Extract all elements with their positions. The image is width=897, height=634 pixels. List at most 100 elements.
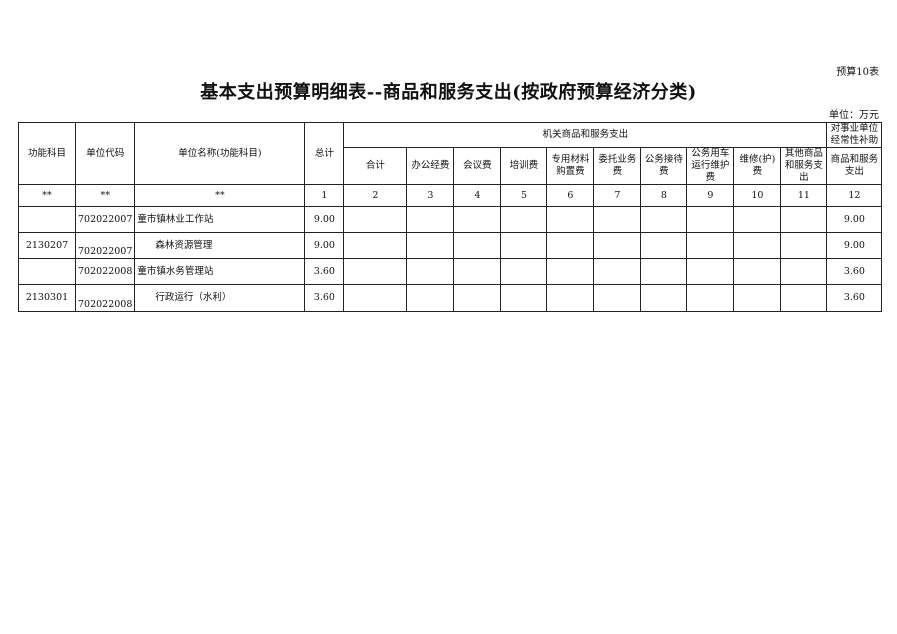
header-group-office: 机关商品和服务支出 [343,122,828,148]
unit-label: 单位：万元 [829,110,879,121]
header-func: 功能科目 [18,122,76,185]
empty-cell [733,206,782,233]
header-sub: 商品和服务支出 [826,147,883,185]
header-sub: 其他商品和服务支出 [780,147,828,185]
empty-cell [686,232,735,259]
empty-cell [593,206,642,233]
code-cell: 702022007 [74,232,136,259]
name-cell: 森林资源管理 [134,232,306,259]
empty-cell [546,258,595,285]
header-row-1: 功能科目 单位代码 单位名称(功能科目) 总计 机关商品和服务支出 对事业单位经… [18,122,883,185]
index-cell: ** [74,184,136,207]
empty-cell [640,206,688,233]
empty-cell [593,258,642,285]
empty-cell [453,232,502,259]
empty-cell [546,232,595,259]
index-cell: 12 [826,184,883,207]
total-cell: 3.60 [304,258,345,285]
index-cell: 1 [304,184,345,207]
empty-cell [640,232,688,259]
empty-cell [686,258,735,285]
table-row: 702022008 童市镇水务管理站 3.60 3.60 [18,258,883,285]
table-row: 2130207 702022007 森林资源管理 9.00 9.00 [18,232,883,259]
subsidy-cell: 3.60 [826,258,883,285]
index-cell: 6 [546,184,595,207]
index-cell: 7 [593,184,642,207]
header-sub: 公务用车运行维护费 [686,147,735,185]
header-total: 总计 [304,122,345,185]
empty-cell [343,232,408,259]
empty-cell [733,284,782,312]
index-cell: 10 [733,184,782,207]
header-sub: 委托业务费 [593,147,642,185]
header-sub: 维修(护)费 [733,147,782,185]
empty-cell [546,284,595,312]
empty-cell [500,232,548,259]
index-row: ** ** ** 1 2 3 4 5 6 7 8 9 10 11 12 [18,184,883,207]
empty-cell [640,284,688,312]
form-number: 预算10表 [836,67,879,78]
empty-cell [343,206,408,233]
empty-cell [686,284,735,312]
empty-cell [780,284,828,312]
subsidy-cell: 9.00 [826,206,883,233]
empty-cell [780,232,828,259]
header-row-2: 合计 办公经费 会议费 培训费 专用材料购置费 委托业务费 公务接待费 公务用车… [19,147,883,185]
empty-cell [406,258,455,285]
empty-cell [453,258,502,285]
index-cell: 9 [686,184,735,207]
func-cell [18,206,76,233]
index-cell: ** [134,184,306,207]
empty-cell [406,232,455,259]
total-cell: 9.00 [304,206,345,233]
header-sub: 专用材料购置费 [546,147,595,185]
total-cell: 9.00 [304,232,345,259]
header-sub: 公务接待费 [640,147,688,185]
empty-cell [343,258,408,285]
func-cell [18,258,76,285]
code-cell: 702022008 [74,284,136,312]
empty-cell [406,206,455,233]
empty-cell [593,284,642,312]
empty-cell [780,206,828,233]
header-sub: 培训费 [500,147,548,185]
table-row: 702022007 童市镇林业工作站 9.00 9.00 [18,206,883,233]
subsidy-cell: 3.60 [826,284,883,312]
func-cell: 2130207 [18,232,76,259]
empty-cell [453,206,502,233]
name-cell: 童市镇林业工作站 [134,206,306,233]
empty-cell [686,206,735,233]
index-cell: 5 [500,184,548,207]
empty-cell [500,206,548,233]
header-sub: 办公经费 [406,147,455,185]
empty-cell [593,232,642,259]
empty-cell [500,284,548,312]
index-cell: 4 [453,184,502,207]
total-cell: 3.60 [304,284,345,312]
func-cell: 2130301 [18,284,76,312]
header-code: 单位代码 [74,122,136,185]
index-cell: 11 [780,184,828,207]
empty-cell [733,232,782,259]
index-cell: 3 [406,184,455,207]
index-cell: 8 [640,184,688,207]
code-cell: 702022007 [74,206,136,233]
header-group-subsidy: 对事业单位经常性补助 [826,122,883,148]
empty-cell [780,258,828,285]
empty-cell [453,284,502,312]
index-cell: 2 [343,184,408,207]
name-cell: 童市镇水务管理站 [134,258,306,285]
budget-table: 功能科目 单位代码 单位名称(功能科目) 总计 机关商品和服务支出 对事业单位经… [18,122,883,312]
empty-cell [733,258,782,285]
table-row: 2130301 702022008 行政运行（水利） 3.60 3.60 [18,284,883,312]
empty-cell [500,258,548,285]
header-sub: 合计 [343,147,408,185]
empty-cell [640,258,688,285]
header-name: 单位名称(功能科目) [134,122,306,185]
page-title: 基本支出预算明细表--商品和服务支出(按政府预算经济分类) [200,82,697,103]
subsidy-cell: 9.00 [826,232,883,259]
header-sub: 会议费 [453,147,502,185]
empty-cell [406,284,455,312]
empty-cell [546,206,595,233]
